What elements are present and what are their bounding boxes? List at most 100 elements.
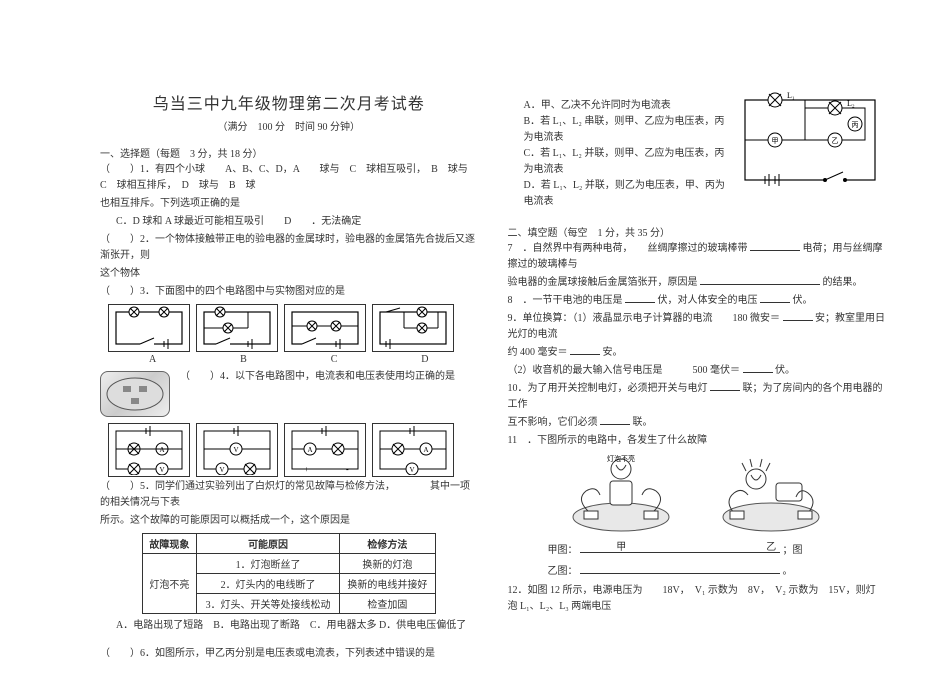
sketch-yi: 乙 xyxy=(716,455,826,535)
sketch-jia: 灯泡不亮 甲 xyxy=(566,455,676,535)
exam-subtitle: （满分 100 分 时间 90 分钟） xyxy=(100,118,478,133)
svg-text:A: A xyxy=(307,446,312,454)
td-r2c2: 2．灯头内的电线断了 xyxy=(197,574,340,594)
q4-figures: A V V V xyxy=(108,423,478,477)
svg-text:丙: 丙 xyxy=(852,121,859,129)
q9-d: 安。 xyxy=(603,347,623,358)
q1-opt-d: D ．无法确定 xyxy=(284,216,361,227)
blank[interactable] xyxy=(580,564,780,574)
circuit-svg-c xyxy=(286,306,364,350)
svg-text:A: A xyxy=(423,446,428,454)
sketch-yi-svg xyxy=(716,455,826,535)
q5-opts: A．电路出现了短路 B．电路出现了断路 C．用电器太多 D．供电电压偏低了 xyxy=(116,618,478,634)
q7-cont: 验电器的金属球接触后金属箔张开，原因是 的结果。 xyxy=(508,275,886,291)
q10-a: 10．为了用开关控制电灯，必须把开关与电灯 xyxy=(508,383,708,394)
svg-text:V: V xyxy=(233,446,238,454)
q1-line1: （ ）1．有四个小球 A、B、C、D，A 球与 C 球相互吸引， B 球与 C … xyxy=(100,162,478,194)
q7: 7 ．自然界中有两种电荷， 丝绸摩擦过的玻璃棒带 电荷；用与丝绸摩擦过的玻璃棒与 xyxy=(508,241,886,273)
svg-text:V: V xyxy=(159,466,164,474)
q11: 11 ．下图所示的电路中，各发生了什么故障 xyxy=(508,433,886,449)
q3: （ ）3．下面图中的四个电路图中与实物图对应的是 xyxy=(100,284,478,300)
blank[interactable] xyxy=(700,275,820,285)
td-r3c3: 检查加固 xyxy=(339,594,435,614)
q10-c: 互不影响，它们必须 xyxy=(508,417,598,428)
label-b: B xyxy=(240,354,247,365)
q10v-a: （2）收音机的最大输入信号电压是 500 毫伏＝ xyxy=(508,365,741,376)
blank[interactable] xyxy=(743,363,773,373)
svg-text:A: A xyxy=(159,446,164,454)
td-r2c3: 换新的电线并接好 xyxy=(339,574,435,594)
q7-c: 验电器的金属球接触后金属箔张开，原因是 xyxy=(508,277,698,288)
label-jia: 甲 xyxy=(566,538,676,553)
circuit-d xyxy=(372,304,454,352)
td-r1c3: 换新的灯泡 xyxy=(339,554,435,574)
svg-text:-: - xyxy=(346,465,349,474)
q3-figures xyxy=(108,304,478,352)
q7-a: 7 ．自然界中有两种电荷， 丝绸摩擦过的玻璃棒带 xyxy=(508,243,748,254)
answer-yi: 乙图： 。 xyxy=(548,562,886,577)
th-3: 检修方法 xyxy=(339,534,435,554)
th-2: 可能原因 xyxy=(197,534,340,554)
th-1: 故障现象 xyxy=(142,534,197,554)
circuit-c xyxy=(284,304,366,352)
svg-text:L₂: L₂ xyxy=(847,99,855,108)
q12: 12．如图 12 所示，电源电压为 18V， V₁ 示数为 8V， V₂ 示数为… xyxy=(508,583,886,615)
blank[interactable] xyxy=(600,415,630,425)
label-a: A xyxy=(149,354,156,365)
ans-yi-label: 乙图： xyxy=(548,566,578,577)
blank[interactable] xyxy=(760,293,790,303)
q5-line2: 所示。这个故障的可能原因可以概括成一个，这个原因是 xyxy=(100,513,478,529)
real-object-photo xyxy=(100,371,170,417)
sketch-jia-svg: 灯泡不亮 xyxy=(566,455,676,535)
blank[interactable] xyxy=(750,241,800,251)
q1-line2: 也相互排斥。下列选项正确的是 xyxy=(100,196,478,212)
svg-text:+: + xyxy=(304,465,309,474)
q9-c: 约 400 毫安＝ xyxy=(508,347,568,358)
svg-text:V: V xyxy=(219,466,224,474)
svg-text:乙: 乙 xyxy=(832,137,839,145)
q8-b: 伏，对人体安全的电压 xyxy=(658,295,758,306)
label-c: C xyxy=(331,354,338,365)
q10v-b: 伏。 xyxy=(775,365,795,376)
q3-labels: A B C D xyxy=(110,354,468,365)
td-r3c2: 3．灯头、开关等处接线松动 xyxy=(197,594,340,614)
circuit-q4-b: V V xyxy=(196,423,278,477)
circuit-svg-b xyxy=(198,306,276,350)
q5-line1: （ ）5．同学们通过实验列出了白炽灯的常见故障与检修方法， 其中一项的相关情况与… xyxy=(100,479,478,511)
q6: （ ）6．如图所示，甲乙丙分别是电压表或电流表，下列表述中错误的是 xyxy=(100,646,478,662)
svg-text:L₁: L₁ xyxy=(787,91,795,100)
fault-table: 故障现象 可能原因 检修方法 灯泡不亮 1．灯泡断丝了 换新的灯泡 2．灯头内的… xyxy=(142,533,436,614)
q10-d: 联。 xyxy=(633,417,653,428)
q10v: （2）收音机的最大输入信号电压是 500 毫伏＝ 伏。 xyxy=(508,363,886,379)
circuit-q4-a: A V xyxy=(108,423,190,477)
blank[interactable] xyxy=(783,311,813,321)
q9-a: 9．单位换算：（1）液晶显示电子计算器的电流 180 微安＝ xyxy=(508,313,781,324)
q10-cont: 互不影响，它们必须 联。 xyxy=(508,415,886,431)
ans-yi-dot: 。 xyxy=(783,566,793,577)
circuit-q4-d: A V xyxy=(372,423,454,477)
q10: 10．为了用开关控制电灯，必须把开关与电灯 联；为了房间内的各个用电器的工作 xyxy=(508,381,886,413)
q9: 9．单位换算：（1）液晶显示电子计算器的电流 180 微安＝ 安；教室里用日光灯… xyxy=(508,311,886,343)
circuit-b xyxy=(196,304,278,352)
label-d: D xyxy=(421,354,428,365)
q6-circuit-svg: L₁ L₂ 丙 乙 甲 xyxy=(735,90,885,190)
q11-figures: 灯泡不亮 甲 xyxy=(508,455,886,535)
svg-text:灯泡不亮: 灯泡不亮 xyxy=(607,455,635,463)
exam-title: 乌当三中九年级物理第二次月考试卷 xyxy=(100,90,478,114)
blank[interactable] xyxy=(570,345,600,355)
section1-heading: 一、选择题（每题 3 分，共 18 分） xyxy=(100,145,478,160)
q9-cont: 约 400 毫安＝ 安。 xyxy=(508,345,886,361)
svg-text:V: V xyxy=(409,466,414,474)
blank[interactable] xyxy=(710,381,740,391)
circuit-svg-d xyxy=(374,306,452,350)
td-phenom: 灯泡不亮 xyxy=(142,554,197,614)
svg-text:甲: 甲 xyxy=(772,137,779,145)
label-yi: 乙 xyxy=(716,538,826,553)
q2-line2: 这个物体 xyxy=(100,266,478,282)
q6-circuit: L₁ L₂ 丙 乙 甲 xyxy=(735,90,885,193)
q8-a: 8 ．一节干电池的电压是 xyxy=(508,295,623,306)
q8: 8 ．一节干电池的电压是 伏，对人体安全的电压 伏。 xyxy=(508,293,886,309)
blank[interactable] xyxy=(625,293,655,303)
circuit-q4-c: A + - xyxy=(284,423,366,477)
circuit-a xyxy=(108,304,190,352)
